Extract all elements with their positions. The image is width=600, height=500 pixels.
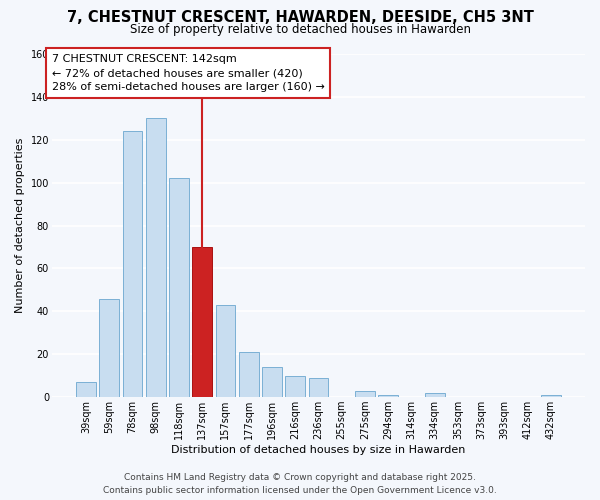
Text: Size of property relative to detached houses in Hawarden: Size of property relative to detached ho…: [130, 22, 470, 36]
Text: Contains HM Land Registry data © Crown copyright and database right 2025.
Contai: Contains HM Land Registry data © Crown c…: [103, 474, 497, 495]
Bar: [169, 178, 189, 397]
Y-axis label: Number of detached properties: Number of detached properties: [15, 138, 25, 314]
X-axis label: Distribution of detached houses by size in Hawarden: Distribution of detached houses by size …: [171, 445, 466, 455]
Bar: [122, 131, 142, 397]
Bar: [285, 376, 305, 397]
Bar: [262, 367, 282, 397]
Bar: [541, 395, 561, 397]
Text: 7 CHESTNUT CRESCENT: 142sqm
← 72% of detached houses are smaller (420)
28% of se: 7 CHESTNUT CRESCENT: 142sqm ← 72% of det…: [52, 54, 325, 92]
Bar: [378, 395, 398, 397]
Bar: [193, 247, 212, 397]
Text: 7, CHESTNUT CRESCENT, HAWARDEN, DEESIDE, CH5 3NT: 7, CHESTNUT CRESCENT, HAWARDEN, DEESIDE,…: [67, 10, 533, 25]
Bar: [100, 298, 119, 397]
Bar: [146, 118, 166, 397]
Bar: [425, 393, 445, 397]
Bar: [76, 382, 96, 397]
Bar: [215, 305, 235, 397]
Bar: [308, 378, 328, 397]
Bar: [355, 390, 375, 397]
Bar: [239, 352, 259, 397]
